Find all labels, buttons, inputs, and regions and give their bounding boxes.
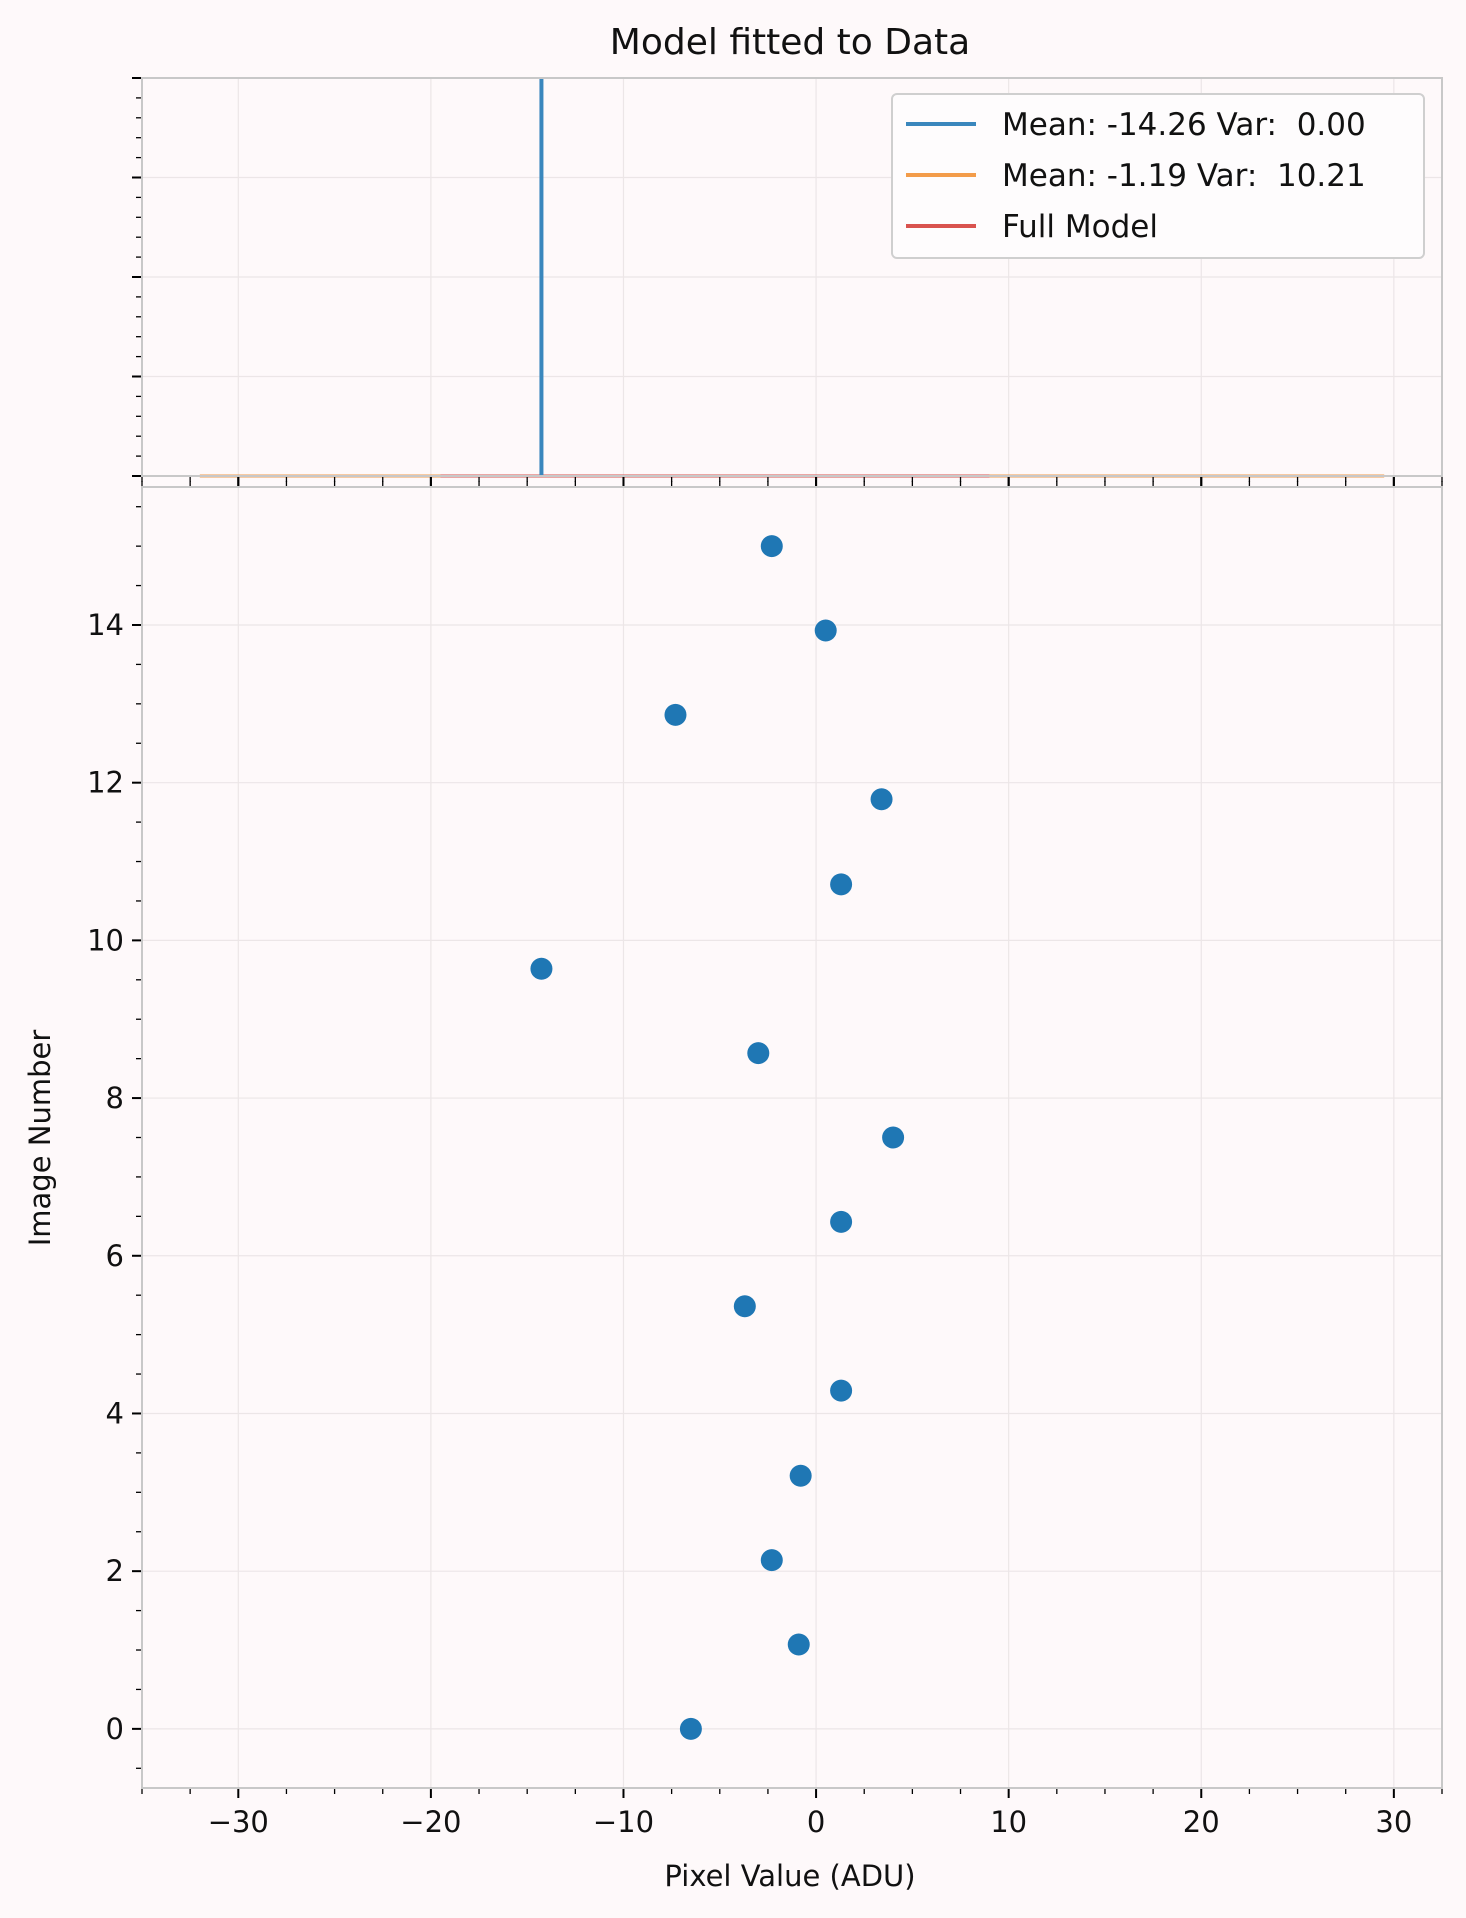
x-tick-label: 0	[807, 1805, 825, 1839]
x-tick-label: 10	[990, 1805, 1027, 1839]
data-panel: −30 −20 −10 0 10 20 30 0 2 4 6 8 10 12 14	[87, 477, 1443, 1839]
y-tick-label: 4	[106, 1396, 124, 1430]
legend-label-flat-model: Mean: -1.19 Var: 10.21	[1002, 158, 1366, 194]
y-tick-label: 6	[106, 1239, 124, 1273]
model-panel-frame	[141, 77, 1443, 477]
y-tick-label: 8	[106, 1081, 124, 1115]
data-point	[747, 1042, 770, 1065]
x-tick-label: −10	[593, 1805, 654, 1839]
legend: Mean: -14.26 Var: 0.00 Mean: -1.19 Var: …	[891, 93, 1425, 259]
data-point	[760, 1549, 783, 1572]
data-point	[830, 1210, 853, 1233]
data-point	[760, 535, 783, 558]
data-panel-frame	[141, 486, 1443, 1789]
data-panel-tick-labels: −30 −20 −10 0 10 20 30 0 2 4 6 8 10 12 14	[87, 608, 1412, 1839]
x-tick-label: −30	[208, 1805, 269, 1839]
y-axis-label: Image Number	[23, 1030, 57, 1247]
chart-title: Model fitted to Data	[610, 22, 970, 63]
data-point	[789, 1464, 812, 1487]
data-point	[814, 619, 837, 642]
data-point	[664, 703, 687, 726]
y-tick-label: 10	[87, 923, 124, 957]
data-point	[830, 873, 853, 896]
data-point	[530, 957, 553, 980]
y-tick-label: 12	[87, 766, 124, 800]
model-panel: Mean: -14.26 Var: 0.00 Mean: -1.19 Var: …	[132, 77, 1443, 486]
y-tick-label: 0	[106, 1712, 124, 1746]
data-point	[830, 1379, 853, 1402]
legend-label-spike: Mean: -14.26 Var: 0.00	[1002, 107, 1366, 143]
data-point	[870, 788, 893, 811]
data-point	[679, 1717, 702, 1740]
data-panel-background	[142, 487, 1442, 1788]
y-tick-label: 2	[106, 1554, 124, 1588]
scatter-points	[530, 535, 905, 1740]
x-tick-label: 30	[1375, 1805, 1412, 1839]
legend-label-full-model: Full Model	[1002, 209, 1158, 245]
data-point	[787, 1633, 810, 1656]
x-tick-label: 20	[1183, 1805, 1220, 1839]
data-point	[882, 1126, 905, 1149]
data-point	[733, 1295, 756, 1318]
legend-box	[891, 93, 1425, 259]
x-tick-label: −20	[400, 1805, 461, 1839]
data-panel-grid	[142, 487, 1442, 1788]
y-tick-label: 14	[87, 608, 124, 642]
x-axis-label: Pixel Value (ADU)	[664, 1859, 915, 1893]
